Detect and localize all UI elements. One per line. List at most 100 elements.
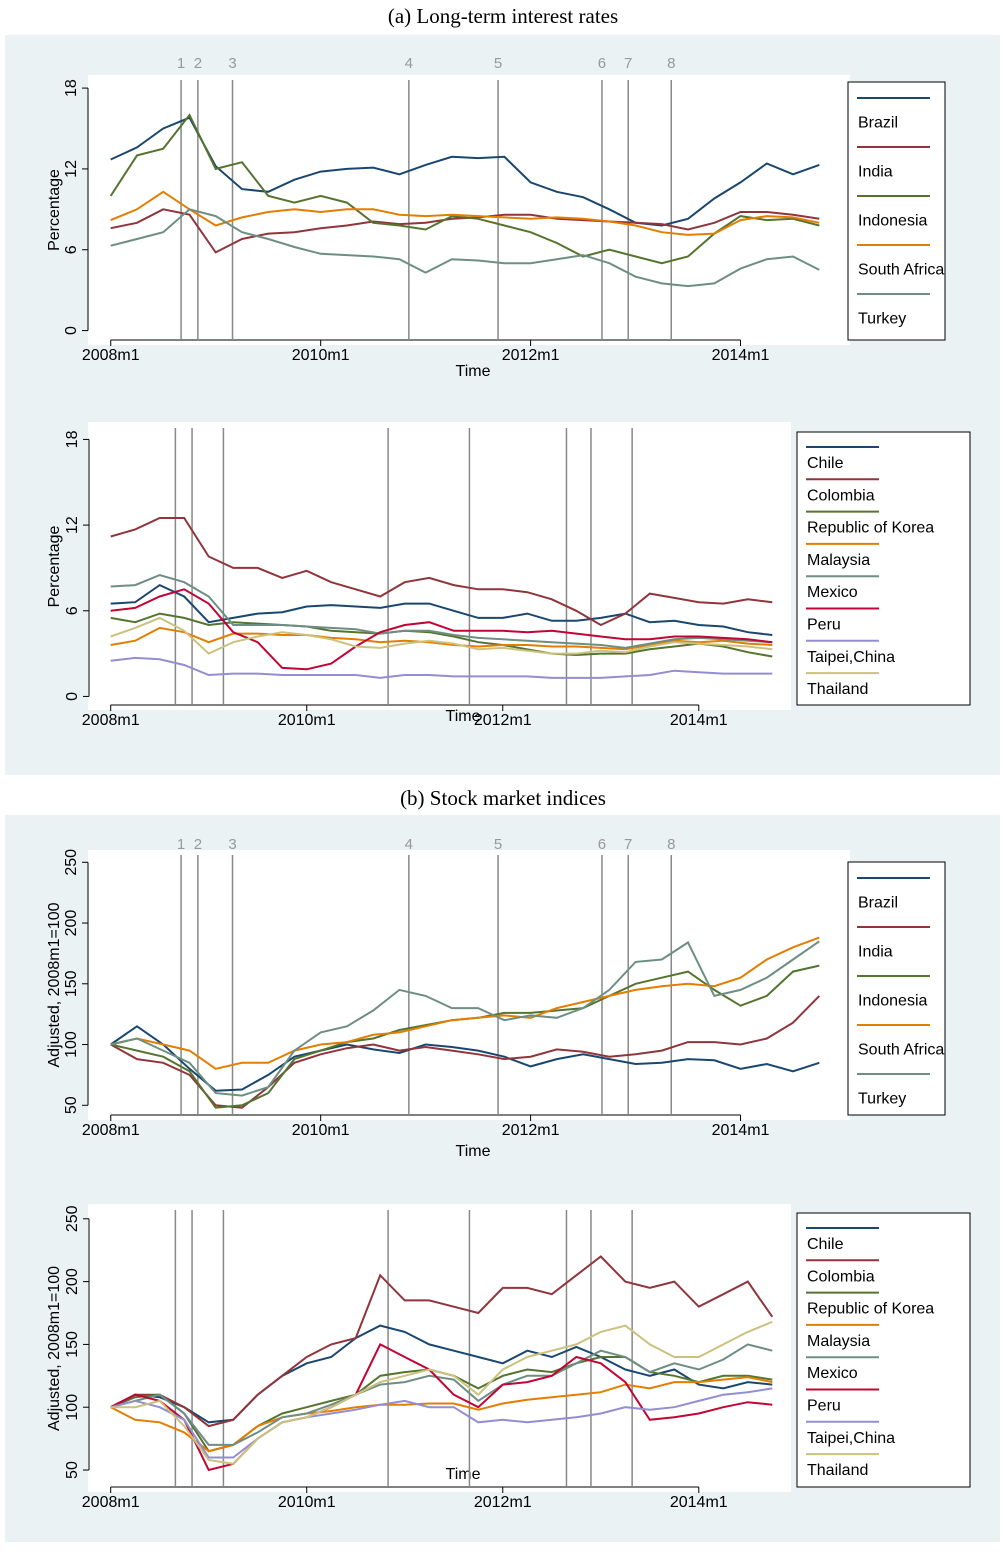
y-axis-title: Percentage [46, 525, 63, 607]
event-label: 4 [405, 55, 413, 72]
y-tick-label: 250 [63, 849, 80, 876]
legend-label: Mexico [807, 584, 858, 601]
x-tick-label: 2012m1 [474, 1494, 532, 1511]
series-line [110, 588, 773, 671]
series-line [110, 1376, 773, 1453]
x-tick-label: 2012m1 [502, 1122, 560, 1139]
legend-label: Chile [807, 455, 844, 472]
series-line [110, 626, 773, 651]
legend-label: India [858, 164, 893, 181]
legend-label: Taipei,China [807, 1430, 895, 1447]
series-line [110, 936, 820, 1070]
series-line [110, 583, 773, 636]
section-title: (b) Stock market indices [400, 786, 606, 810]
series-line [110, 517, 773, 627]
event-label: 2 [194, 55, 202, 72]
series-line [110, 940, 820, 1097]
y-axis-title: Adjusted, 2008m1=100 [46, 1266, 63, 1431]
event-label: 6 [598, 55, 606, 72]
legend-label: Colombia [807, 1268, 875, 1285]
series-line [110, 1343, 773, 1472]
legend-label: Indonesia [858, 213, 927, 230]
legend-box [796, 431, 971, 706]
event-label: 1 [177, 55, 185, 72]
legend-label: South Africa [858, 1042, 944, 1059]
legend-label: Thailand [807, 1462, 868, 1479]
legend-box [847, 861, 946, 1116]
x-tick-label: 2014m1 [670, 712, 728, 729]
event-label: 2 [194, 836, 202, 853]
y-tick-label: 6 [64, 606, 81, 615]
y-tick-label: 0 [63, 326, 80, 335]
series-line [110, 190, 820, 236]
legend-box [796, 1212, 971, 1488]
event-label: 7 [624, 836, 632, 853]
legend-label: Peru [807, 617, 841, 634]
legend-label: Turkey [858, 1091, 906, 1108]
series-line [110, 656, 773, 679]
y-tick-label: 6 [63, 245, 80, 254]
x-axis-title: Time [456, 1143, 491, 1160]
series-line [110, 1343, 773, 1446]
x-tick-label: 2008m1 [82, 347, 140, 364]
x-tick-label: 2014m1 [670, 1494, 728, 1511]
x-tick-label: 2010m1 [292, 1122, 350, 1139]
y-axis-title: Percentage [46, 169, 63, 251]
event-label: 1 [177, 836, 185, 853]
event-label: 3 [228, 55, 236, 72]
legend-label: Mexico [807, 1365, 858, 1382]
y-tick-label: 250 [64, 1205, 81, 1232]
y-tick-label: 200 [64, 1268, 81, 1295]
y-tick-label: 100 [63, 1031, 80, 1058]
x-tick-label: 2014m1 [712, 1122, 770, 1139]
legend-label: Turkey [858, 311, 906, 328]
y-tick-label: 18 [64, 430, 81, 448]
plot-area [88, 850, 850, 1120]
event-label: 5 [494, 836, 502, 853]
y-tick-label: 50 [63, 1096, 80, 1114]
x-axis-title: Time [446, 708, 481, 725]
legend-label: South Africa [858, 262, 944, 279]
y-tick-label: 18 [63, 79, 80, 97]
x-tick-label: 2008m1 [82, 1122, 140, 1139]
legend-label: Chile [807, 1236, 844, 1253]
x-axis-title: Time [446, 1466, 481, 1483]
legend-label: Brazil [858, 115, 898, 132]
event-label: 3 [228, 836, 236, 853]
x-tick-label: 2012m1 [474, 712, 532, 729]
x-axis-title: Time [456, 363, 491, 380]
legend-label: India [858, 944, 893, 961]
y-tick-label: 50 [64, 1461, 81, 1479]
x-tick-label: 2012m1 [502, 347, 560, 364]
section-title: (a) Long-term interest rates [388, 4, 618, 28]
series-line [110, 1387, 773, 1459]
x-tick-label: 2010m1 [278, 1494, 336, 1511]
series-line [110, 1255, 774, 1428]
legend-label: Malaysia [807, 552, 870, 569]
event-label: 8 [667, 836, 675, 853]
legend-label: Colombia [807, 487, 875, 504]
event-label: 8 [667, 55, 675, 72]
y-tick-label: 12 [64, 516, 81, 534]
series-line [109, 113, 820, 265]
x-tick-label: 2010m1 [278, 712, 336, 729]
series-line [110, 1025, 820, 1092]
event-label: 5 [494, 55, 502, 72]
x-tick-label: 2008m1 [82, 1494, 140, 1511]
legend-label: Brazil [858, 895, 898, 912]
x-tick-label: 2014m1 [712, 347, 770, 364]
legend-label: Republic of Korea [807, 520, 934, 537]
event-label: 4 [405, 836, 413, 853]
y-tick-label: 200 [63, 910, 80, 937]
legend-label: Peru [807, 1398, 841, 1415]
y-tick-label: 150 [64, 1331, 81, 1358]
legend-label: Taipei,China [807, 649, 895, 666]
legend-label: Thailand [807, 681, 868, 698]
y-tick-label: 12 [63, 160, 80, 178]
event-label: 7 [624, 55, 632, 72]
series-line [110, 1320, 773, 1465]
series-line [110, 574, 773, 649]
legend-label: Malaysia [807, 1333, 870, 1350]
